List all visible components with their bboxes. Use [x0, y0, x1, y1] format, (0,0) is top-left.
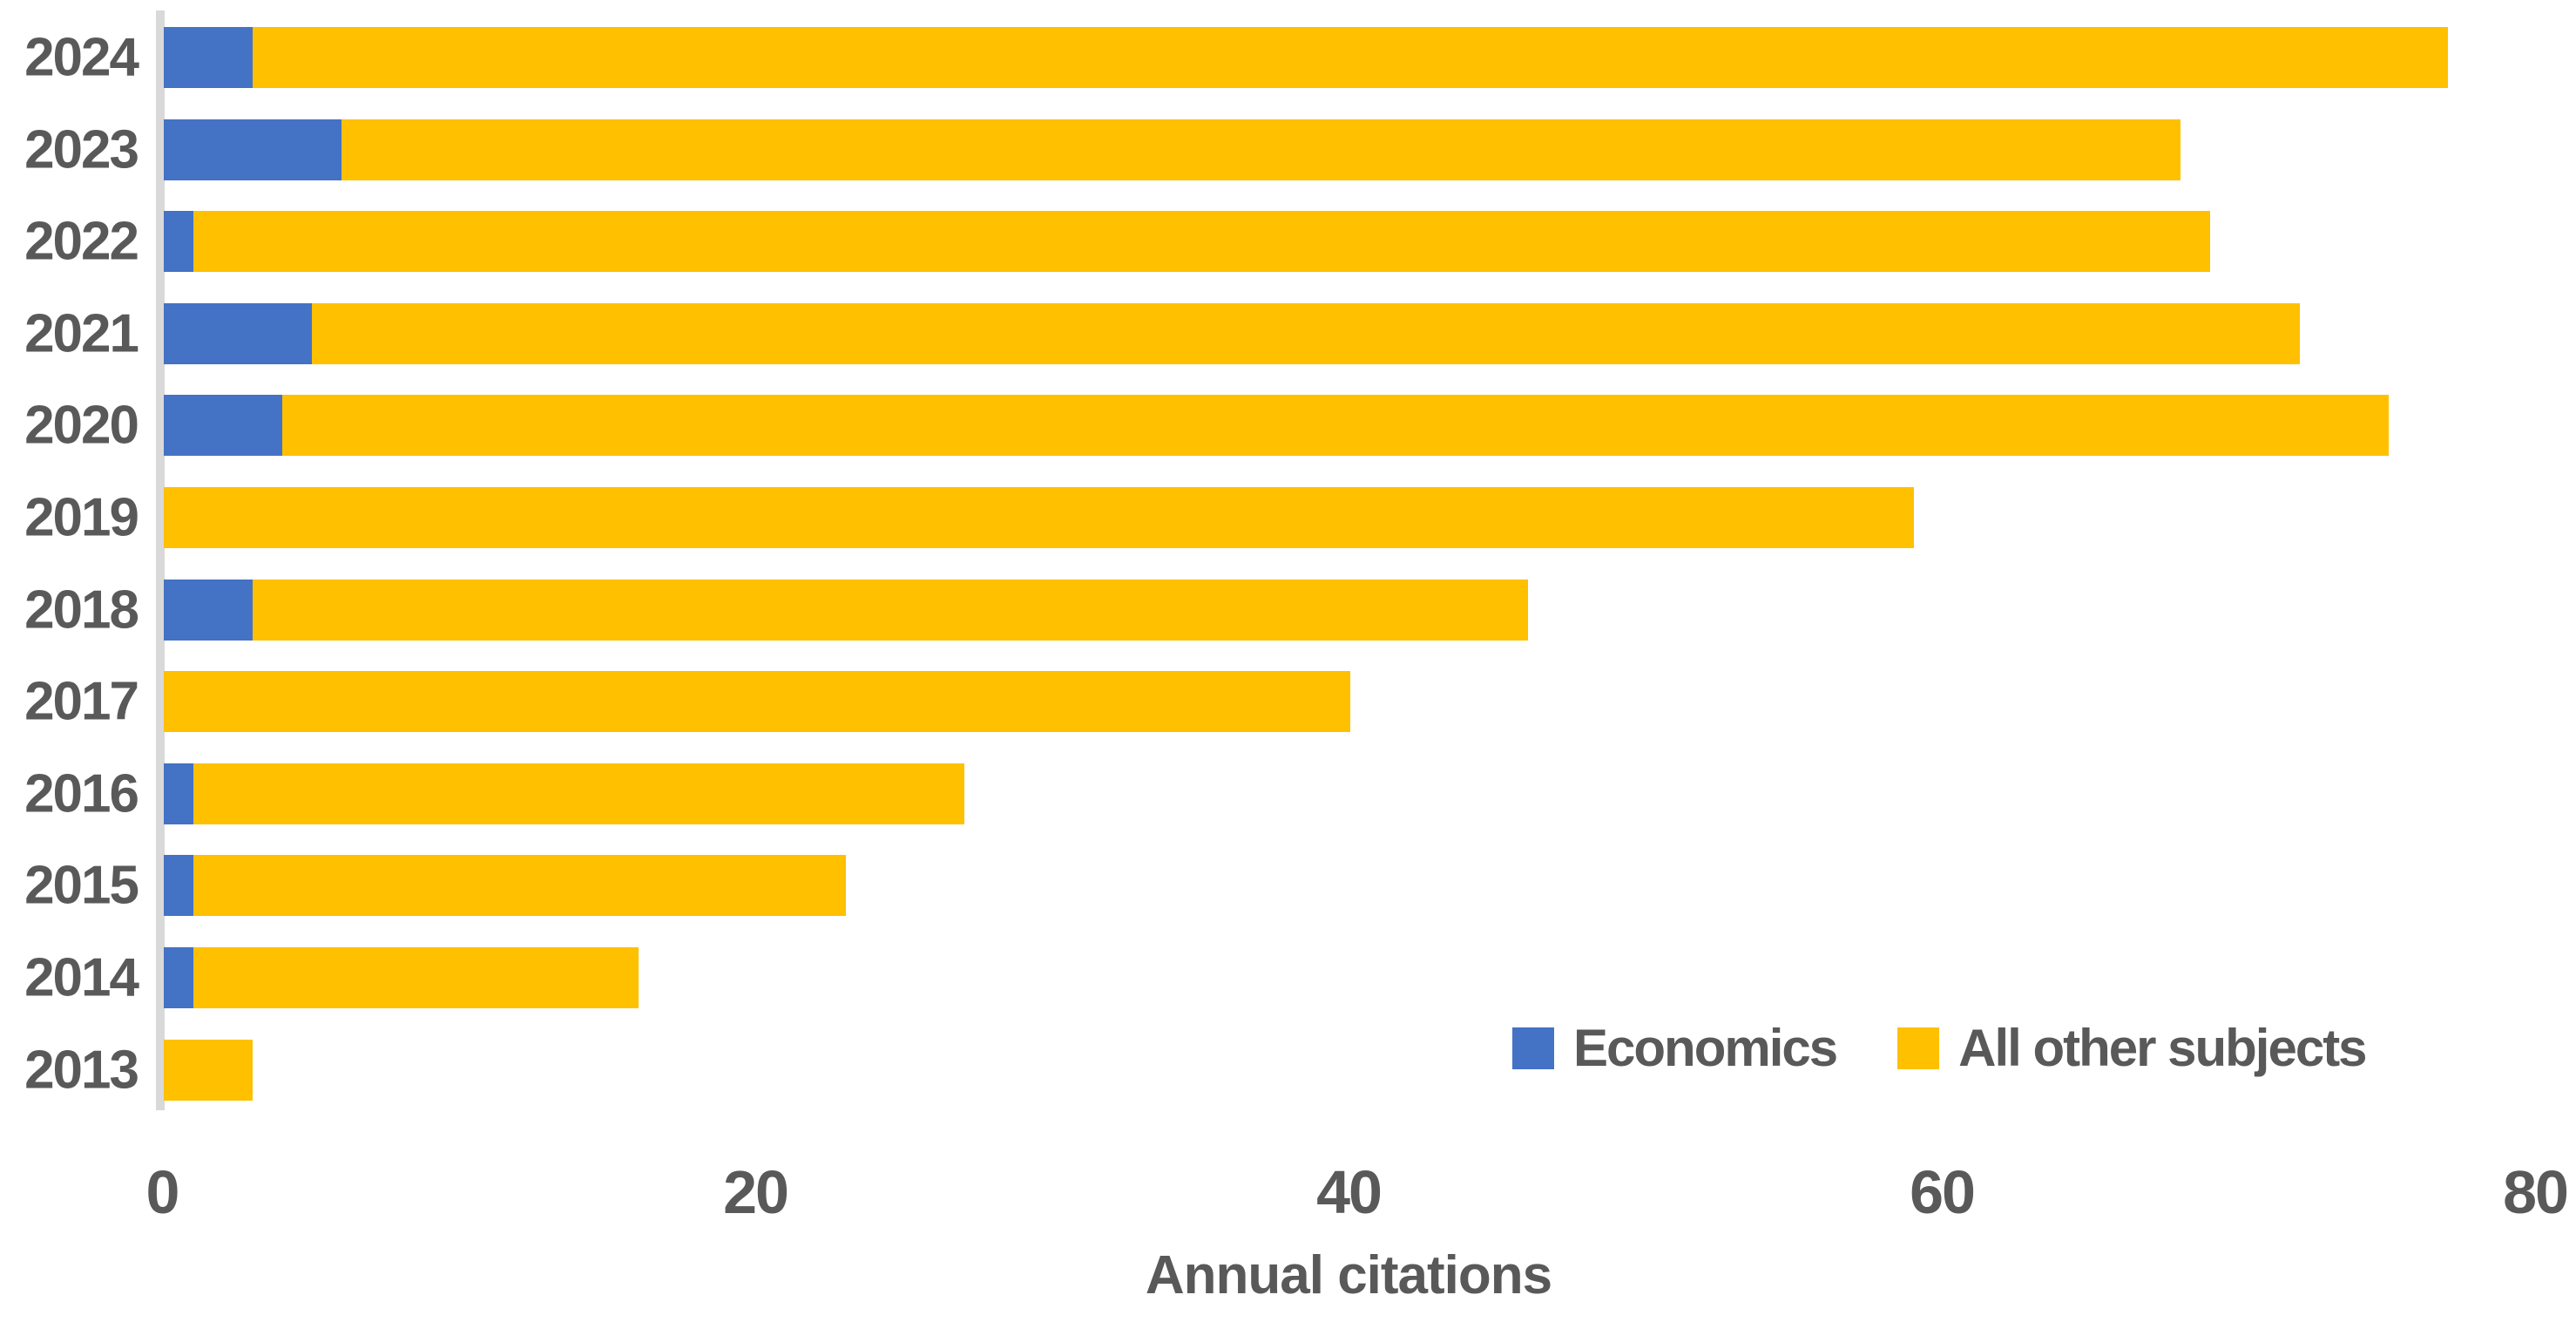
- year-label: 2016: [24, 763, 139, 824]
- other-subjects-segment: [312, 302, 2300, 364]
- economics-segment: [164, 947, 194, 1008]
- year-label: 2018: [24, 580, 139, 641]
- other-subjects-segment: [282, 395, 2389, 457]
- bar-row: [164, 763, 965, 824]
- other-subjects-segment: [253, 579, 1529, 641]
- all-other-subjects-legend-swatch: [1897, 1027, 1940, 1069]
- y-axis-line: [156, 10, 165, 1110]
- x-tick-label: 20: [723, 1158, 789, 1226]
- x-tick-label: 40: [1316, 1158, 1383, 1226]
- x-axis-title: Annual citations: [1145, 1245, 1552, 1305]
- year-label: 2013: [24, 1040, 139, 1101]
- economics-segment: [164, 211, 194, 273]
- economics-segment: [164, 855, 194, 917]
- bar-row: [164, 1039, 254, 1101]
- year-label: 2014: [24, 947, 139, 1008]
- year-label: 2017: [24, 671, 139, 732]
- other-subjects-segment: [341, 119, 2181, 180]
- bar-row: [164, 302, 2300, 364]
- other-subjects-segment: [193, 947, 639, 1008]
- year-label: 2023: [24, 119, 139, 180]
- economics-legend-swatch: [1512, 1027, 1554, 1069]
- year-label: 2021: [24, 303, 139, 364]
- other-subjects-segment: [164, 487, 1914, 548]
- all-other-subjects-legend-label: All other subjects: [1958, 1019, 2367, 1077]
- bar-row: [164, 671, 1350, 733]
- year-label: 2015: [24, 855, 139, 916]
- legend: Economics All other subjects: [1512, 1018, 2368, 1078]
- year-label: 2020: [24, 395, 139, 456]
- x-tick-label: 60: [1910, 1158, 1976, 1226]
- other-subjects-segment: [253, 27, 2448, 88]
- bar-row: [164, 487, 1914, 548]
- year-label: 2024: [24, 27, 139, 88]
- economics-legend-label: Economics: [1573, 1019, 1838, 1077]
- year-label: 2022: [24, 211, 139, 272]
- economics-segment: [164, 763, 194, 824]
- economics-segment: [164, 27, 254, 88]
- bar-row: [164, 119, 2181, 180]
- other-subjects-segment: [164, 671, 1350, 733]
- bar-row: [164, 855, 847, 917]
- economics-segment: [164, 395, 283, 457]
- x-tick-label: 0: [145, 1158, 180, 1226]
- other-subjects-segment: [193, 763, 965, 824]
- bar-row: [164, 211, 2211, 273]
- bar-row: [164, 579, 1529, 641]
- bar-row: [164, 27, 2448, 88]
- bar-row: [164, 395, 2389, 457]
- x-tick-label: 80: [2503, 1158, 2569, 1226]
- other-subjects-segment: [193, 211, 2211, 273]
- economics-segment: [164, 302, 313, 364]
- other-subjects-segment: [164, 1039, 254, 1101]
- economics-segment: [164, 579, 254, 641]
- year-label: 2019: [24, 487, 139, 548]
- bar-row: [164, 947, 639, 1008]
- economics-segment: [164, 119, 342, 180]
- other-subjects-segment: [193, 855, 847, 917]
